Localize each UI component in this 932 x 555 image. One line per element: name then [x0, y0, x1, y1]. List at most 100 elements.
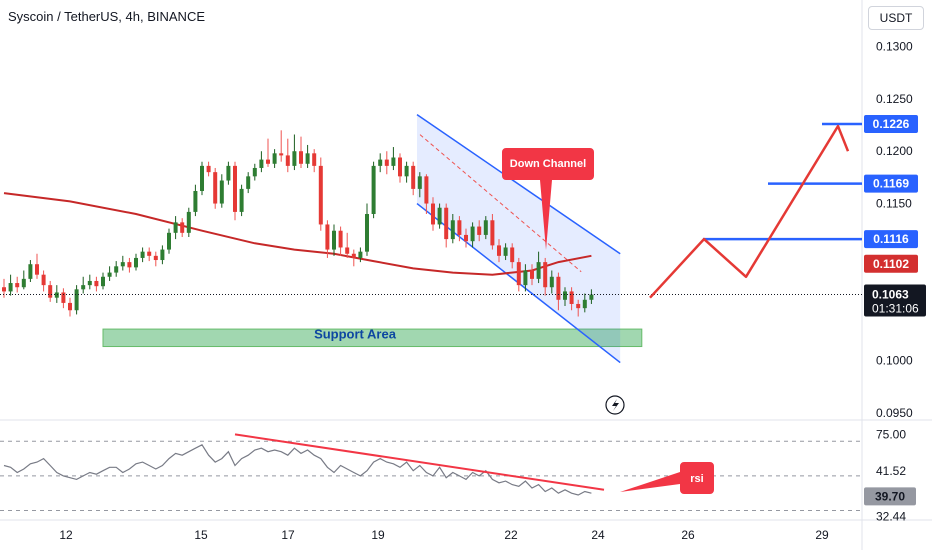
candle [464, 228, 468, 248]
candle [371, 161, 376, 219]
candle-body [120, 262, 125, 267]
time-tick-label: 22 [504, 528, 518, 542]
candle [279, 130, 284, 162]
candle-body [272, 153, 277, 164]
candle [180, 218, 185, 238]
candle-body [510, 247, 515, 263]
price-tick-label: 0.1000 [876, 353, 913, 367]
candle [391, 147, 396, 171]
rsi-callout-label: rsi [690, 473, 703, 485]
candle-body [173, 222, 178, 233]
candle [213, 167, 218, 209]
last-price-label: 0.1063 [872, 288, 909, 302]
candle [252, 163, 257, 181]
time-tick-label: 24 [591, 528, 605, 542]
candle-body [8, 283, 13, 292]
candle-body [411, 165, 416, 189]
price-tick-label: 0.0950 [876, 406, 913, 420]
candle [305, 144, 310, 168]
candle [206, 161, 211, 177]
candle [332, 224, 336, 256]
candle-body [15, 283, 20, 288]
candle [173, 216, 178, 240]
ma-price-label: 0.1102 [873, 257, 909, 271]
candle [556, 272, 561, 311]
candle [54, 285, 59, 303]
time-tick-label: 15 [194, 528, 208, 542]
candle-body [259, 159, 264, 168]
candle [94, 276, 99, 292]
candle-body [186, 211, 191, 233]
candle [470, 222, 475, 248]
candles-group [2, 130, 594, 317]
candle-body [490, 220, 495, 246]
candle [41, 270, 46, 292]
candle-body [279, 153, 284, 156]
time-tick-label: 26 [681, 528, 695, 542]
candle [345, 232, 350, 258]
chart-title: Syscoin / TetherUS, 4h, BINANCE [8, 9, 206, 24]
candle [312, 149, 317, 173]
candle [530, 264, 534, 286]
candle [272, 149, 277, 168]
candle [431, 197, 435, 231]
candle-body [332, 230, 336, 250]
time-tick-label: 29 [815, 528, 829, 542]
candle-body [444, 207, 449, 240]
candle [246, 172, 251, 194]
price-tick-label: 0.1200 [876, 144, 913, 158]
candle-body [325, 224, 330, 250]
candle-body [576, 303, 581, 309]
candle-body [94, 280, 99, 287]
candle [15, 276, 20, 293]
candle-body [35, 264, 39, 275]
target-level-tag [864, 230, 918, 249]
candle-body [219, 180, 224, 204]
target-level-label: 0.1226 [873, 117, 910, 131]
candle-body [569, 291, 574, 304]
candle-body [530, 270, 534, 279]
candle-body [543, 262, 548, 288]
candle-body [424, 176, 429, 204]
candle-body [2, 287, 6, 292]
candle [200, 161, 204, 196]
time-tick-label: 12 [59, 528, 73, 542]
candle [153, 251, 158, 267]
candle-body [107, 272, 112, 277]
candle-body [193, 190, 198, 212]
candle-body [239, 188, 244, 212]
lightning-icon [605, 395, 625, 415]
candle-body [246, 176, 251, 189]
candle-body [68, 302, 72, 311]
rsi-current-label: 39.70 [875, 489, 905, 503]
candle-body [213, 172, 218, 204]
candle [437, 203, 442, 229]
candle [351, 249, 356, 267]
candle [35, 253, 39, 279]
candle-body [292, 151, 297, 166]
candle [398, 153, 402, 183]
candle [81, 276, 86, 294]
candle-body [101, 276, 105, 287]
candle [411, 161, 416, 196]
time-tick-label: 19 [371, 528, 385, 542]
candle [219, 174, 224, 208]
candle-body [48, 285, 53, 298]
candle [358, 247, 363, 263]
channel-upper-line [416, 113, 621, 255]
candle-body [365, 214, 369, 252]
candle [233, 161, 237, 221]
candle [510, 243, 515, 269]
currency-button[interactable]: USDT [868, 6, 924, 30]
candle [134, 253, 138, 271]
candle-body [312, 153, 317, 166]
candle-body [384, 159, 389, 166]
candle-body [87, 280, 92, 286]
candle-body [21, 278, 26, 288]
candle-body [81, 285, 86, 290]
candle-body [140, 251, 145, 258]
candle-body [477, 226, 482, 235]
candle [516, 257, 521, 292]
